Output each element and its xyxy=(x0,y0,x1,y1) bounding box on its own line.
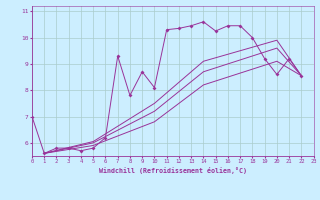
X-axis label: Windchill (Refroidissement éolien,°C): Windchill (Refroidissement éolien,°C) xyxy=(99,167,247,174)
